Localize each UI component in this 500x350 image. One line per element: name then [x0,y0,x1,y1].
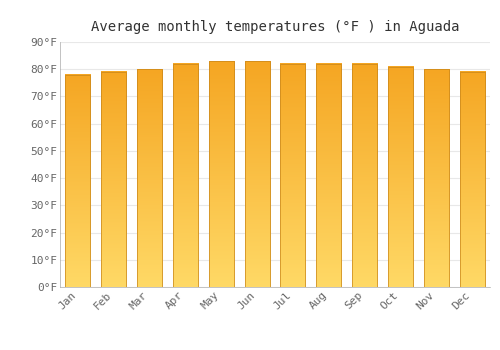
Bar [244,61,270,287]
Bar [460,72,484,287]
Bar [66,75,90,287]
Bar [352,64,377,287]
Bar [173,64,198,287]
Bar [424,69,449,287]
Title: Average monthly temperatures (°F ) in Aguada: Average monthly temperatures (°F ) in Ag… [91,20,459,34]
Bar [280,64,305,287]
Bar [316,64,342,287]
Bar [101,72,126,287]
Bar [388,66,413,287]
Bar [137,69,162,287]
Bar [208,61,234,287]
